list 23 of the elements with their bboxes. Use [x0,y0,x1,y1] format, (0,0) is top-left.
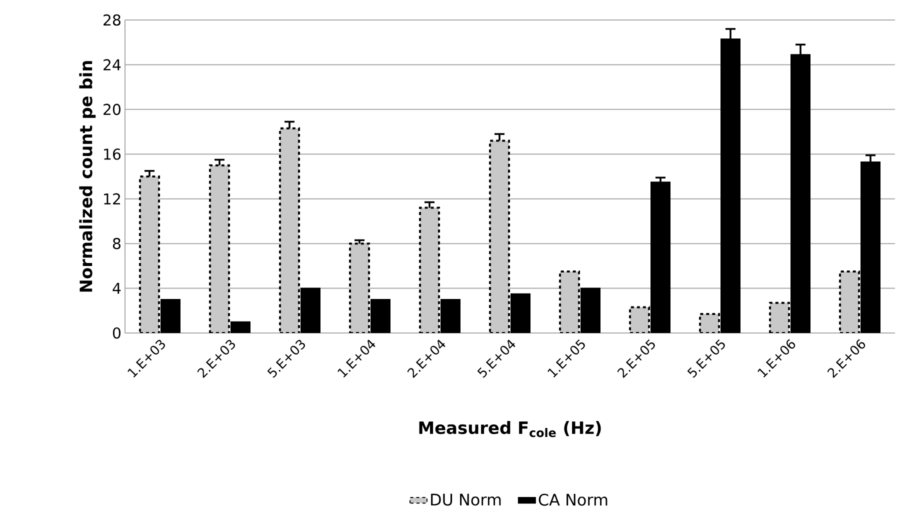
x-axis-title: Measured F$_{cole}$ (Hz) [419,421,601,438]
bar [769,302,790,333]
bar [699,312,720,333]
bar [559,270,580,333]
y-tick-label: 28 [104,14,120,26]
y-tick-label: 8 [112,238,120,250]
bar [139,176,160,333]
bar [489,140,510,333]
y-tick-label: 12 [104,193,120,204]
legend-label: CA Norm [538,494,608,506]
bar [629,306,650,333]
legend-label: DU Norm [431,494,501,506]
y-tick-label: 4 [112,282,121,294]
bar [839,270,860,333]
y-tick-label: 20 [104,104,120,116]
bar [419,206,440,333]
y-tick-label: 0 [112,327,120,339]
bar [349,242,370,333]
bar [209,164,230,333]
y-tick-label: 16 [104,148,121,160]
y-tick-label: 24 [104,59,121,70]
bar [279,127,300,333]
y-axis-title: Normalized count pe bin [79,61,96,292]
